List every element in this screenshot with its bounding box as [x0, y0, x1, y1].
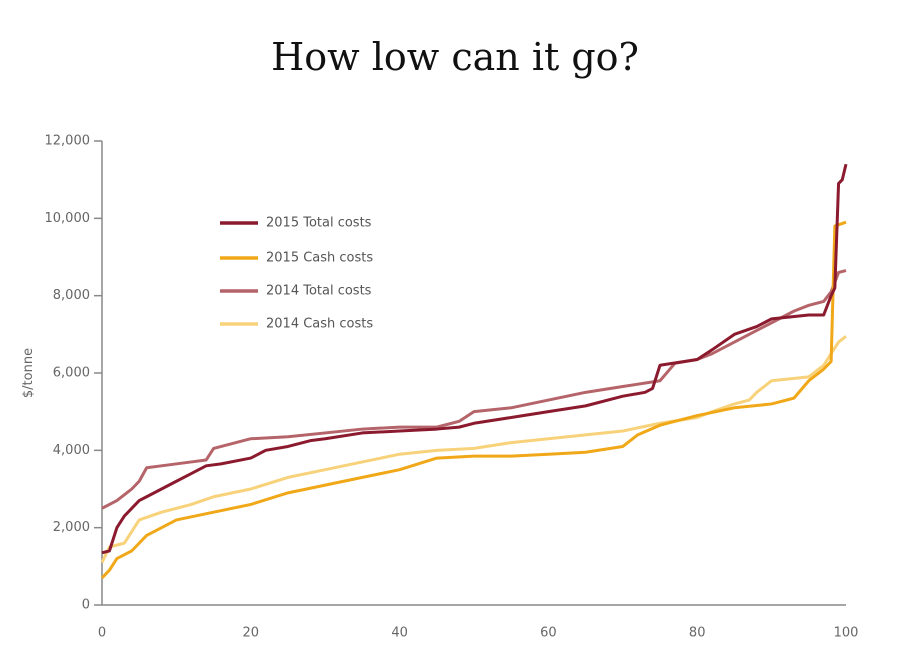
y-tick-label: 12,000 [45, 134, 91, 149]
y-tick-label: 0 [82, 598, 90, 613]
x-tick-label: 40 [391, 626, 408, 641]
y-tick-label: 6,000 [53, 366, 90, 381]
x-tick-label: 100 [834, 626, 859, 641]
chart-title: How low can it go? [271, 35, 639, 79]
series-line [100, 220, 847, 579]
y-tick-label: 2,000 [53, 520, 90, 535]
x-tick-label: 80 [689, 626, 706, 641]
series-line [101, 163, 848, 555]
legend-label: 2014 Cash costs [266, 317, 373, 332]
x-tick-label: 60 [540, 626, 557, 641]
y-tick-label: 4,000 [53, 443, 90, 458]
y-axis-label: $/tonne [21, 348, 36, 398]
y-tick-label: 8,000 [53, 288, 90, 303]
legend-label: 2014 Total costs [266, 284, 372, 299]
x-tick-label: 0 [98, 626, 106, 641]
y-tick-label: 10,000 [45, 211, 91, 226]
legend-label: 2015 Cash costs [266, 251, 373, 266]
x-tick-label: 20 [243, 626, 260, 641]
legend-label: 2015 Total costs [266, 216, 372, 231]
series-line [101, 269, 847, 510]
series-line [100, 335, 847, 564]
